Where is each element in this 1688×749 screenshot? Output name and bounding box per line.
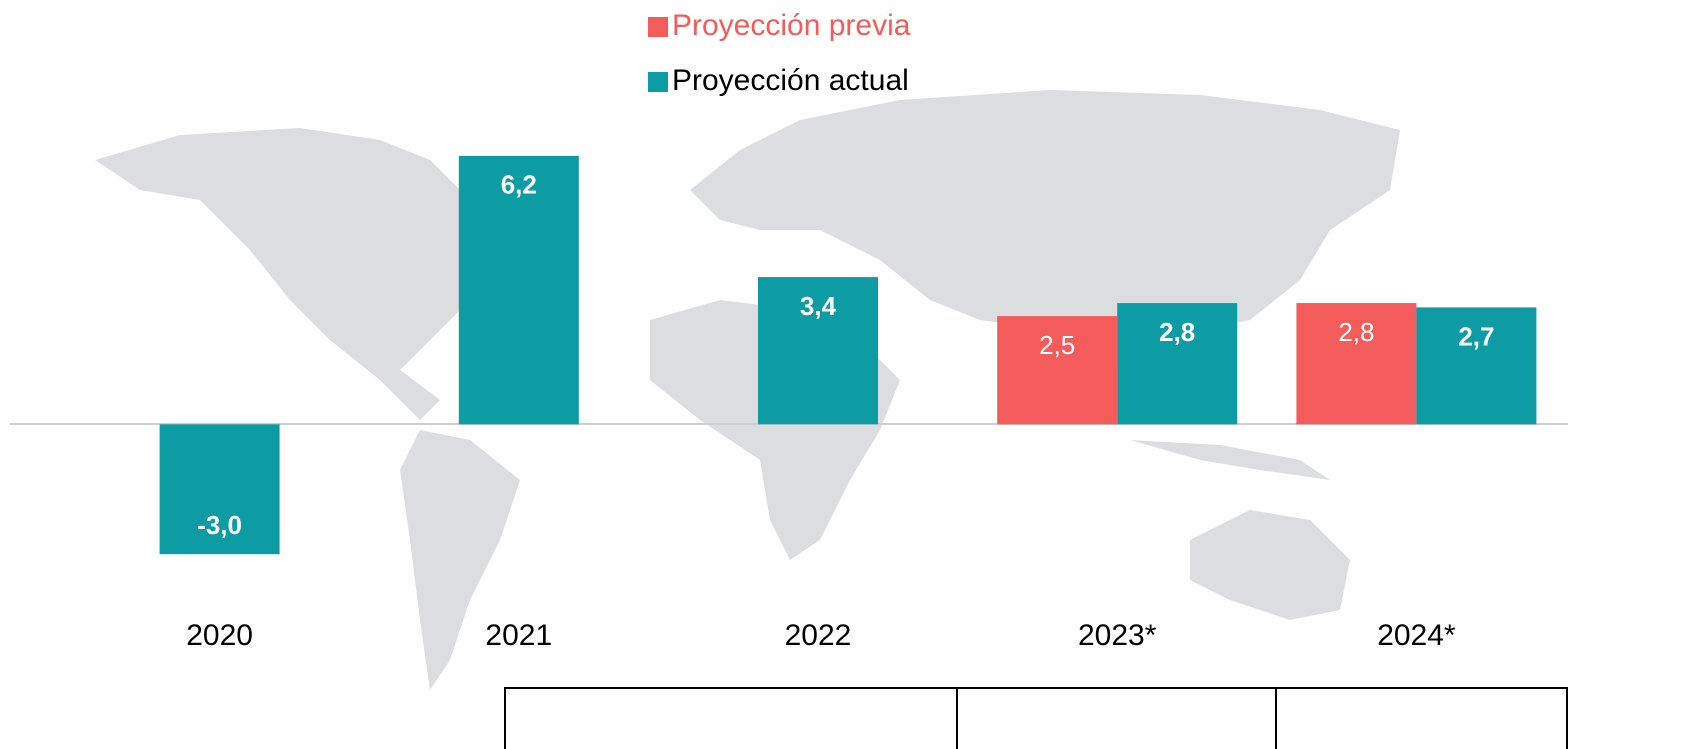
bar bbox=[1296, 303, 1417, 425]
value-label: 2,5 bbox=[1039, 330, 1075, 360]
legend-swatch bbox=[648, 17, 668, 37]
legend-label: Proyección previa bbox=[672, 9, 911, 42]
value-label: 2,8 bbox=[1159, 317, 1195, 347]
x-tick-label: 2023* bbox=[1078, 619, 1157, 652]
value-label: 2,8 bbox=[1338, 317, 1374, 347]
bar bbox=[458, 155, 579, 425]
legend-label: Proyección actual bbox=[672, 64, 909, 97]
x-tick-label: 2024* bbox=[1377, 619, 1456, 652]
x-tick-label: 2020 bbox=[186, 619, 253, 652]
value-label: -3,0 bbox=[197, 510, 242, 540]
x-tick-label: 2022 bbox=[785, 619, 852, 652]
bar bbox=[758, 277, 878, 425]
data-table bbox=[504, 687, 1568, 749]
value-label: 3,4 bbox=[800, 291, 837, 321]
bar bbox=[1117, 303, 1238, 425]
bar bbox=[997, 316, 1118, 425]
x-tick-label: 2021 bbox=[485, 619, 552, 652]
bar bbox=[1416, 307, 1537, 425]
value-label: 6,2 bbox=[501, 170, 537, 200]
value-label: 2,7 bbox=[1458, 321, 1494, 351]
legend-swatch bbox=[648, 72, 668, 92]
bar bbox=[159, 424, 280, 555]
